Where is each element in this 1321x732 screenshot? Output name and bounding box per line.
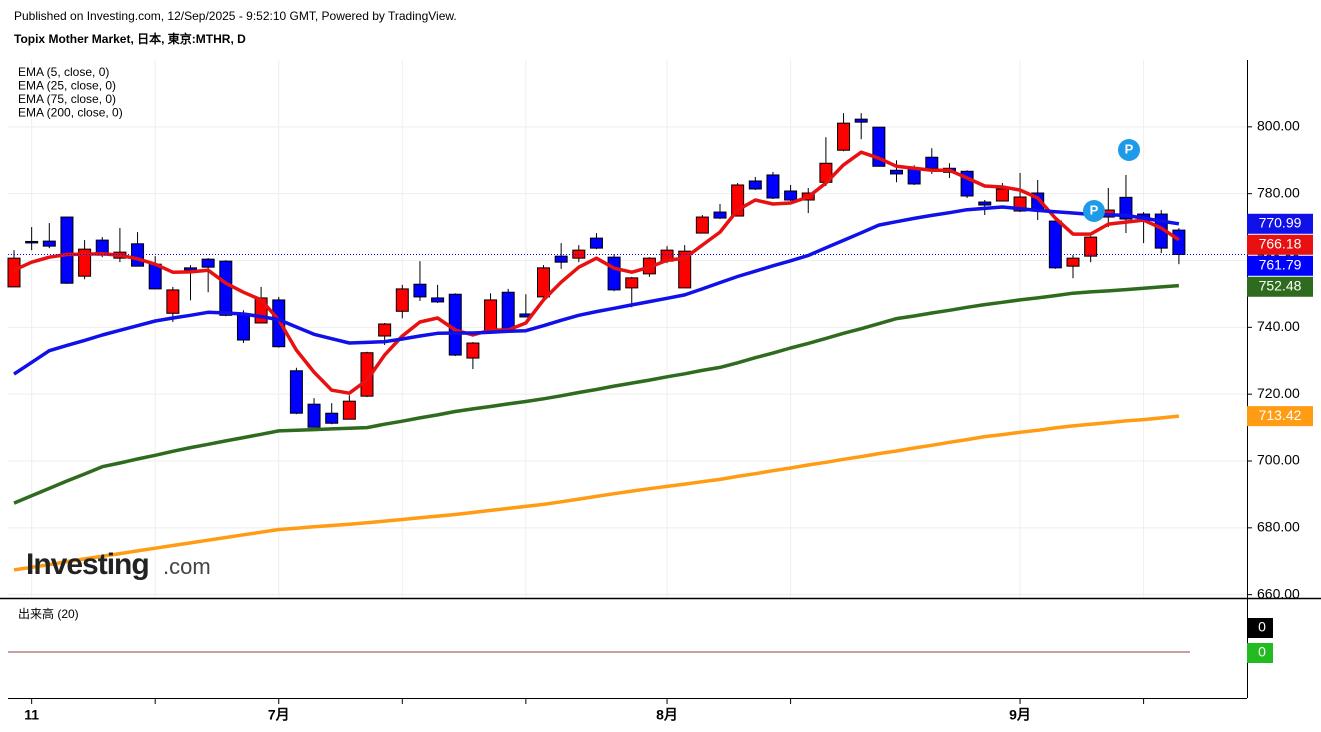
candle-body — [501, 291, 515, 333]
candle-body — [625, 277, 639, 289]
ema-line — [13, 150, 1180, 395]
candle-body — [837, 122, 851, 151]
y-tick-label: 780.00 — [1257, 184, 1300, 200]
candle-body — [484, 299, 498, 333]
price-label-bg — [1247, 213, 1313, 234]
candle-body — [395, 288, 409, 312]
price-label: 761.79 — [1259, 256, 1302, 272]
annotation-label: P — [1090, 202, 1099, 217]
y-tick-label: 680.00 — [1257, 519, 1300, 535]
candle-body — [713, 211, 727, 219]
legend-entry: EMA (5, close, 0) — [18, 65, 109, 79]
candle-body — [1048, 220, 1062, 269]
candle-body — [678, 250, 692, 289]
price-label-bg — [1247, 276, 1313, 297]
legend-entry: EMA (200, close, 0) — [18, 106, 123, 120]
candle-body — [289, 370, 303, 414]
candle-body — [42, 240, 56, 247]
candle-body — [1084, 236, 1098, 257]
x-tick-label: 11 — [24, 707, 39, 723]
price-label-bg — [1247, 255, 1313, 276]
candle-body — [554, 255, 568, 263]
price-label: 770.99 — [1259, 214, 1302, 230]
candle-body — [307, 403, 321, 428]
candle-body — [748, 180, 762, 190]
candle-body — [854, 118, 868, 123]
watermark: .com — [163, 554, 211, 579]
candle-body — [890, 169, 903, 175]
candle-body — [325, 412, 339, 424]
candle-body — [589, 237, 603, 249]
volume-label: 0 — [1258, 644, 1266, 660]
x-tick-label: 8月 — [656, 707, 678, 723]
volume-title: 出来高 (20) — [18, 606, 79, 621]
candle-body — [413, 283, 427, 298]
candle-body — [7, 257, 21, 288]
price-label: 713.42 — [1259, 407, 1302, 423]
legend-entry: EMA (75, close, 0) — [18, 92, 116, 106]
candle-body — [766, 174, 780, 199]
published-note: Published on Investing.com, 12/Sep/2025 … — [14, 9, 457, 23]
candle-body — [25, 240, 39, 244]
candle-body — [695, 216, 709, 234]
candle-body — [925, 156, 939, 169]
annotation-marker — [1118, 139, 1140, 161]
y-tick-label: 700.00 — [1257, 452, 1300, 468]
candle-body — [537, 267, 550, 298]
watermark: Investing — [26, 548, 149, 581]
y-tick-label: 720.00 — [1257, 385, 1300, 401]
candle-body — [342, 400, 356, 420]
y-tick-label: 800.00 — [1257, 118, 1300, 134]
candle-body — [607, 256, 621, 291]
ema-line — [13, 283, 1180, 505]
price-label-bg — [1247, 234, 1313, 255]
price-label: 766.18 — [1259, 235, 1302, 251]
candle-body — [378, 323, 392, 337]
candle-body — [448, 293, 462, 356]
price-label-bg — [1247, 406, 1313, 427]
volume-label-bg — [1247, 643, 1273, 663]
x-tick-label: 9月 — [1009, 707, 1031, 723]
volume-ma-label: 0 — [1258, 619, 1266, 635]
candle-body — [60, 216, 74, 284]
candle-body — [978, 201, 992, 206]
candle-body — [166, 289, 180, 314]
annotation-label: P — [1125, 141, 1134, 156]
volume-label-bg — [1247, 618, 1273, 638]
chart-title: Topix Mother Market, 日本, 東京:MTHR, D — [14, 31, 246, 46]
ema-line — [13, 414, 1180, 572]
ema-line — [13, 205, 1180, 376]
candle-body — [995, 188, 1009, 202]
x-tick-label: 7月 — [268, 707, 290, 723]
candle-body — [1172, 229, 1186, 256]
price-label: 752.48 — [1259, 277, 1302, 293]
candle-body — [201, 258, 215, 268]
y-tick-label: 660.00 — [1257, 585, 1300, 601]
candle-body — [784, 190, 798, 201]
y-tick-label: 740.00 — [1257, 318, 1300, 334]
annotation-marker — [1083, 200, 1105, 222]
candle-body — [466, 342, 480, 359]
plot-area — [7, 60, 1252, 598]
candle-body — [236, 313, 250, 341]
candle-body — [1066, 257, 1080, 267]
candle-body — [219, 260, 233, 316]
candle-body — [907, 167, 921, 185]
candle-body — [431, 297, 445, 303]
legend-entry: EMA (25, close, 0) — [18, 79, 116, 93]
